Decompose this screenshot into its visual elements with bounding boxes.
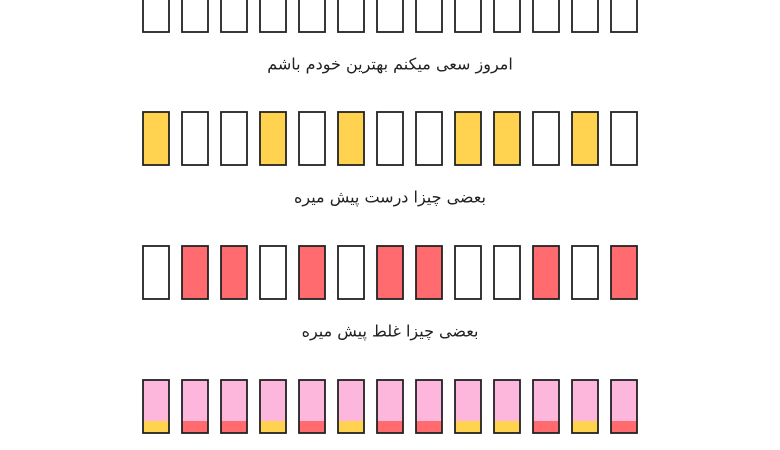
cell: [532, 111, 560, 166]
cell-bottom: [377, 421, 403, 433]
cell-border: [298, 379, 326, 434]
cell: [220, 111, 248, 166]
cell: [532, 245, 560, 300]
cell-border: [337, 379, 365, 434]
cell: [181, 111, 209, 166]
cell: [298, 245, 326, 300]
cell: [142, 0, 170, 33]
cell-border: [415, 379, 443, 434]
cell: [376, 111, 404, 166]
cell-bottom: [260, 421, 286, 433]
cell-bottom: [299, 421, 325, 433]
cell: [142, 111, 170, 166]
cell-bottom: [455, 421, 481, 433]
cell-border: [493, 379, 521, 434]
cell-bottom: [221, 421, 247, 433]
cell: [610, 0, 638, 33]
cell-bottom: [338, 421, 364, 433]
caption: امروز سعی میکنم بهترین خودم باشم: [267, 55, 513, 75]
cell: [415, 245, 443, 300]
cell: [571, 0, 599, 33]
cell: [298, 0, 326, 33]
cell-border: [259, 379, 287, 434]
cell-border: [610, 379, 638, 434]
cell: [298, 111, 326, 166]
cell: [259, 111, 287, 166]
cell: [454, 245, 482, 300]
cell-border: [454, 379, 482, 434]
cell-bottom: [611, 421, 637, 433]
cell: [376, 245, 404, 300]
cell-bottom: [143, 421, 169, 433]
cell-bottom: [182, 421, 208, 433]
cell: [220, 0, 248, 33]
cell: [220, 245, 248, 300]
cell: [259, 245, 287, 300]
cell-border: [376, 379, 404, 434]
cell-bottom: [533, 421, 559, 433]
cell: [142, 245, 170, 300]
cell-border: [142, 379, 170, 434]
cell: [415, 0, 443, 33]
cell-border: [532, 379, 560, 434]
cell: [610, 111, 638, 166]
cell: [610, 245, 638, 300]
cell: [415, 111, 443, 166]
cell: [493, 0, 521, 33]
cell: [532, 0, 560, 33]
cell: [454, 0, 482, 33]
caption: بعضی چیزا درست پیش میره: [294, 188, 486, 208]
cell-border: [220, 379, 248, 434]
cell-bottom: [572, 421, 598, 433]
caption: بعضی چیزا غلط پیش میره: [302, 322, 479, 342]
cell: [337, 245, 365, 300]
cell: [571, 111, 599, 166]
cell: [454, 111, 482, 166]
cell: [493, 111, 521, 166]
cell: [376, 0, 404, 33]
cell: [181, 0, 209, 33]
cell: [571, 245, 599, 300]
cell: [181, 245, 209, 300]
cell: [259, 0, 287, 33]
cell: [493, 245, 521, 300]
cell-border: [181, 379, 209, 434]
cell-bottom: [416, 421, 442, 433]
cell: [337, 0, 365, 33]
cell-border: [571, 379, 599, 434]
cell: [337, 111, 365, 166]
cell-bottom: [494, 421, 520, 433]
